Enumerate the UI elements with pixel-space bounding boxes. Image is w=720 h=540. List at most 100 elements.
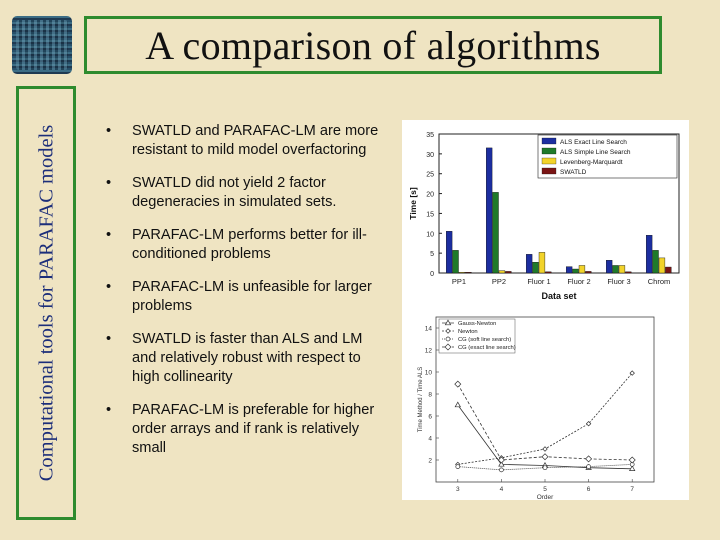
sidebar-frame <box>16 86 76 520</box>
data-point <box>499 467 504 473</box>
y-tick-label: 6 <box>428 414 432 421</box>
x-axis-label: Order <box>537 494 554 500</box>
legend-label: ALS Simple Line Search <box>560 149 631 156</box>
y-tick-label: 10 <box>426 231 434 238</box>
bar <box>618 265 626 274</box>
legend-label: CG (exact line search) <box>458 345 516 351</box>
y-tick-label: 20 <box>426 192 434 199</box>
y-tick-label: 25 <box>426 172 434 179</box>
bar <box>565 266 573 274</box>
x-axis-label: Data set <box>541 291 576 301</box>
y-tick-label: 12 <box>425 348 433 355</box>
bar <box>572 268 579 274</box>
legend-label: Gauss-Newton <box>458 321 496 327</box>
data-point <box>454 401 461 408</box>
bullet-icon: • <box>106 279 112 295</box>
legend-box <box>537 134 678 179</box>
bullet-text: PARAFAC-LM performs better for ill-condi… <box>132 227 367 262</box>
data-point <box>585 421 592 427</box>
bullet-icon: • <box>106 402 112 418</box>
x-tick-label: Fluor 3 <box>607 277 630 286</box>
legend-label: CG (soft line search) <box>458 337 511 343</box>
x-tick-label: 7 <box>630 486 634 493</box>
legend-marker <box>445 328 451 334</box>
y-axis-label: Time [s] <box>408 187 418 220</box>
bullet-item: • PARAFAC-LM performs better for ill-cond… <box>100 226 380 264</box>
plot-frame <box>438 133 680 274</box>
sidebar-vertical-title: Computational tools for PARAFAC models <box>35 124 58 482</box>
x-tick-label: PP2 <box>492 277 506 286</box>
data-point <box>585 455 593 463</box>
bullet-item: • SWATLD and PARAFAC-LM are more resistan… <box>100 122 380 160</box>
legend-label: Levenberg-Marquardt <box>560 159 623 166</box>
data-point <box>454 380 462 388</box>
title-frame: A comparison of algorithms <box>84 16 662 74</box>
legend-marker <box>445 336 451 342</box>
bar <box>625 271 632 274</box>
bullet-text: SWATLD and PARAFAC-LM are more resistant… <box>132 123 379 158</box>
bar <box>446 231 453 274</box>
bar <box>525 254 533 274</box>
bullet-item: • SWATLD did not yield 2 factor degenerac… <box>100 174 380 212</box>
slide-title: A comparison of algorithms <box>145 22 601 68</box>
bullet-item: • PARAFAC-LM is preferable for higher ord… <box>100 401 380 458</box>
legend-swatch <box>541 157 557 165</box>
bar <box>585 271 592 274</box>
x-tick-label: Chrom <box>648 277 671 286</box>
legend-label: Newton <box>458 329 478 335</box>
bullet-text: SWATLD did not yield 2 factor degeneraci… <box>132 175 337 210</box>
x-tick-label: 6 <box>587 486 591 493</box>
y-tick-label: 8 <box>428 392 432 399</box>
bar <box>505 271 512 274</box>
bar <box>458 272 466 274</box>
data-point <box>498 460 505 467</box>
y-tick-label: 5 <box>430 251 434 258</box>
data-point <box>586 464 591 469</box>
x-tick-label: 4 <box>500 486 504 493</box>
bar <box>538 252 546 274</box>
y-tick-label: 2 <box>428 458 432 465</box>
legend-box <box>438 318 516 354</box>
bullet-text: SWATLD is faster than ALS and LM and rel… <box>132 331 363 385</box>
line-chart: 2 4 6 8 10 12 14 3 4 5 6 7 Order Time Method / Time A… <box>418 316 655 500</box>
legend-label: SWATLD <box>560 169 587 176</box>
y-tick-label: 4 <box>428 436 432 443</box>
bar <box>492 192 499 274</box>
x-tick-label: Fluor 1 <box>527 277 550 286</box>
data-point <box>628 456 636 464</box>
bar <box>465 272 472 274</box>
legend-swatch <box>541 167 557 175</box>
bullet-list: • SWATLD and PARAFAC-LM are more resistan… <box>100 122 380 472</box>
y-tick-label: 0 <box>430 271 434 278</box>
bar <box>545 271 552 274</box>
legend-label: ALS Exact Line Search <box>560 139 627 146</box>
data-point <box>497 456 505 464</box>
bar <box>645 235 653 274</box>
legend-marker <box>444 319 452 326</box>
data-point <box>542 446 548 452</box>
x-tick-label: 5 <box>543 486 547 493</box>
bullet-icon: • <box>106 175 112 191</box>
y-tick-label: 15 <box>426 211 434 218</box>
bar <box>578 265 586 274</box>
x-tick-label: PP1 <box>452 277 466 286</box>
bullet-icon: • <box>106 331 112 347</box>
legend-swatch <box>541 137 557 145</box>
x-tick-label: 3 <box>456 486 460 493</box>
bar-chart: 0 5 10 15 20 25 30 35 PP1 PP2 Fluor 1 Fluor 2 Fluor … <box>408 132 680 301</box>
logo-image <box>12 16 72 74</box>
data-point <box>455 464 461 469</box>
y-tick-label: 10 <box>425 370 433 377</box>
bar <box>605 260 613 274</box>
y-axis-label: Time Method / Time ALS <box>418 367 424 432</box>
figure-panel: 0 5 10 15 20 25 30 35 PP1 PP2 Fluor 1 Fluor 2 Fluor … <box>402 120 689 500</box>
legend-swatch <box>541 147 557 155</box>
bar <box>652 250 659 274</box>
y-tick-label: 35 <box>426 132 434 139</box>
y-tick-label: 14 <box>425 326 433 333</box>
x-tick-label: Fluor 2 <box>567 277 590 286</box>
data-point <box>542 465 548 471</box>
data-point <box>629 370 635 376</box>
bullet-item: • SWATLD is faster than ALS and LM and re… <box>100 330 380 387</box>
legend-marker <box>444 343 452 351</box>
